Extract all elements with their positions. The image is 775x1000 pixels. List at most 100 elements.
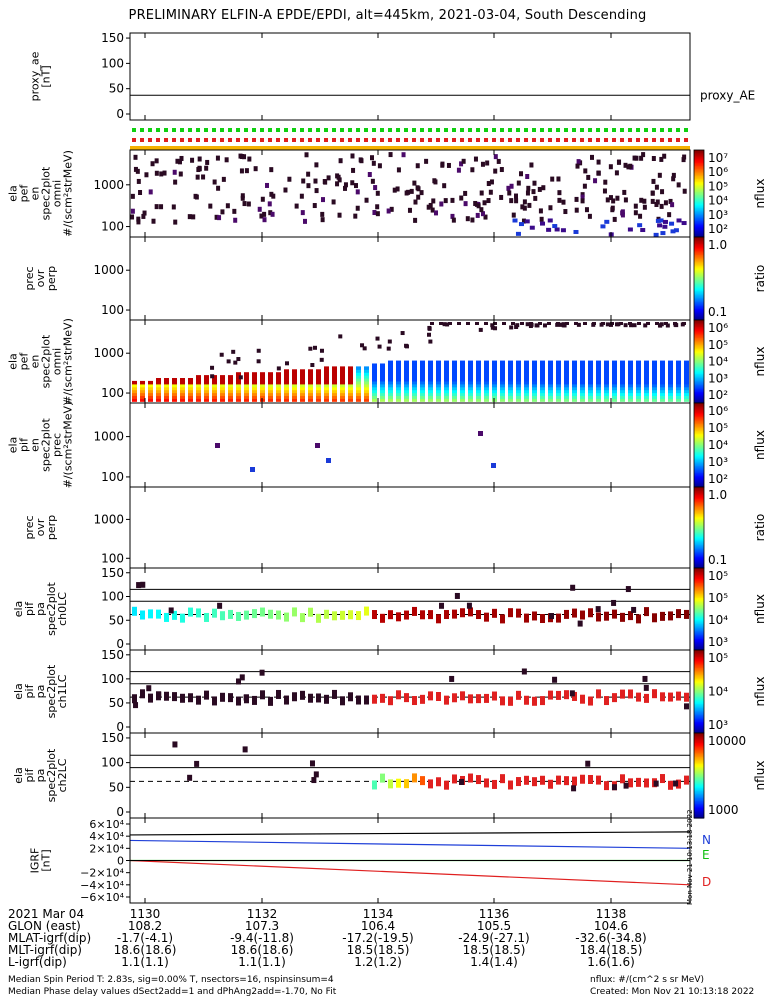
flux-cell bbox=[668, 363, 673, 367]
pa-cell bbox=[521, 668, 527, 675]
flux-cell bbox=[337, 212, 342, 218]
pa-cell bbox=[217, 602, 223, 609]
flux-cell bbox=[525, 174, 530, 180]
flux-cell bbox=[604, 389, 609, 394]
flux-cell bbox=[548, 363, 553, 367]
colorbar-cell bbox=[694, 270, 704, 273]
colorbar-cell bbox=[694, 810, 704, 813]
flux-cell bbox=[500, 380, 505, 385]
flux-cell bbox=[444, 372, 449, 376]
colorbar-cell bbox=[694, 304, 704, 307]
flux-cell bbox=[509, 198, 514, 204]
plot-title: PRELIMINARY ELFIN-A EPDE/EPDI, alt=445km… bbox=[128, 8, 647, 23]
flux-cell bbox=[303, 218, 308, 224]
colorbar-label: nflux bbox=[753, 677, 767, 707]
status-dot bbox=[612, 138, 616, 142]
colorbar-cell bbox=[694, 737, 704, 740]
footer-row-value: 106.4 bbox=[360, 919, 396, 933]
flux-cell bbox=[367, 172, 372, 178]
ytick-label: 50 bbox=[109, 613, 124, 627]
pa-cell bbox=[220, 611, 225, 621]
flux-cell bbox=[580, 375, 585, 379]
flux-cell bbox=[156, 386, 161, 391]
flux-cell bbox=[460, 398, 465, 402]
flux-cell bbox=[236, 383, 241, 388]
pa-cell bbox=[220, 692, 225, 702]
pa-cell bbox=[396, 612, 401, 622]
colorbar-tick-label: 10³ bbox=[708, 208, 728, 222]
panel-frame bbox=[129, 649, 691, 734]
flux-cell bbox=[386, 346, 391, 351]
flux-cell bbox=[484, 360, 489, 365]
flux-cell bbox=[204, 392, 209, 397]
flux-cell bbox=[662, 153, 667, 159]
ylabel-line: proxy_ae bbox=[29, 51, 42, 101]
status-dot bbox=[652, 138, 656, 142]
pa-cell bbox=[572, 608, 577, 618]
colorbar-cell bbox=[694, 237, 704, 239]
flux-cell bbox=[524, 395, 529, 399]
flux-cell bbox=[484, 398, 489, 402]
colorbar-cell bbox=[694, 203, 704, 206]
colorbar-cell bbox=[694, 511, 704, 514]
colorbar-cell bbox=[694, 467, 704, 470]
flux-cell bbox=[636, 392, 641, 397]
flux-cell bbox=[564, 389, 569, 394]
colorbar-tick-label: 10⁵ bbox=[708, 591, 728, 605]
flux-cell bbox=[676, 366, 681, 370]
colorbar-cell bbox=[694, 574, 704, 577]
status-dot bbox=[380, 128, 384, 132]
flux-cell bbox=[604, 398, 609, 402]
flux-cell bbox=[556, 369, 561, 373]
colorbar-cell bbox=[694, 425, 704, 428]
colorbar-cell bbox=[694, 364, 704, 367]
flux-cell bbox=[580, 360, 585, 365]
flux-cell bbox=[676, 395, 681, 399]
status-dot bbox=[452, 128, 456, 132]
colorbar-cell bbox=[694, 228, 704, 231]
flux-cell bbox=[558, 322, 563, 327]
flux-cell bbox=[306, 171, 311, 177]
flux-cell bbox=[300, 398, 305, 402]
flux-cell bbox=[244, 395, 249, 399]
colorbar-cell bbox=[694, 754, 704, 757]
flux-cell bbox=[638, 213, 643, 219]
flux-cell bbox=[428, 363, 433, 367]
flux-cell bbox=[596, 395, 601, 399]
flux-cell bbox=[557, 197, 562, 203]
flux-cell bbox=[356, 392, 361, 397]
status-dot bbox=[348, 138, 352, 142]
flux-cell bbox=[628, 386, 633, 391]
flux-cell bbox=[484, 369, 489, 373]
flux-cell bbox=[612, 216, 617, 222]
colorbar-cell bbox=[694, 721, 704, 724]
flux-cell bbox=[484, 386, 489, 391]
colorbar-cell bbox=[694, 335, 704, 338]
flux-cell bbox=[191, 214, 196, 220]
flux-cell bbox=[475, 322, 479, 325]
status-dot bbox=[548, 138, 552, 142]
flux-cell bbox=[308, 392, 313, 397]
flux-cell bbox=[300, 392, 305, 397]
flux-cell bbox=[348, 389, 353, 394]
flux-cell bbox=[476, 366, 481, 370]
pa-cell bbox=[132, 694, 137, 704]
ylabel-line: spec2plot bbox=[45, 582, 58, 636]
pa-cell bbox=[492, 608, 497, 618]
colorbar-cell bbox=[694, 268, 704, 271]
flux-cell bbox=[676, 218, 682, 223]
status-dot bbox=[516, 138, 520, 142]
flux-cell bbox=[316, 380, 321, 385]
flux-cell bbox=[540, 221, 546, 226]
flux-cell bbox=[364, 386, 369, 391]
colorbar-cell bbox=[694, 161, 704, 164]
flux-cell bbox=[188, 392, 193, 397]
flux-cell bbox=[132, 386, 137, 391]
status-dot bbox=[148, 128, 152, 132]
ytick-label: 100 bbox=[101, 303, 124, 317]
pa-cell bbox=[148, 693, 153, 703]
pa-cell bbox=[260, 607, 265, 617]
colorbar-cell bbox=[694, 527, 704, 530]
flux-cell bbox=[348, 369, 353, 373]
colorbar-cell bbox=[694, 387, 704, 390]
